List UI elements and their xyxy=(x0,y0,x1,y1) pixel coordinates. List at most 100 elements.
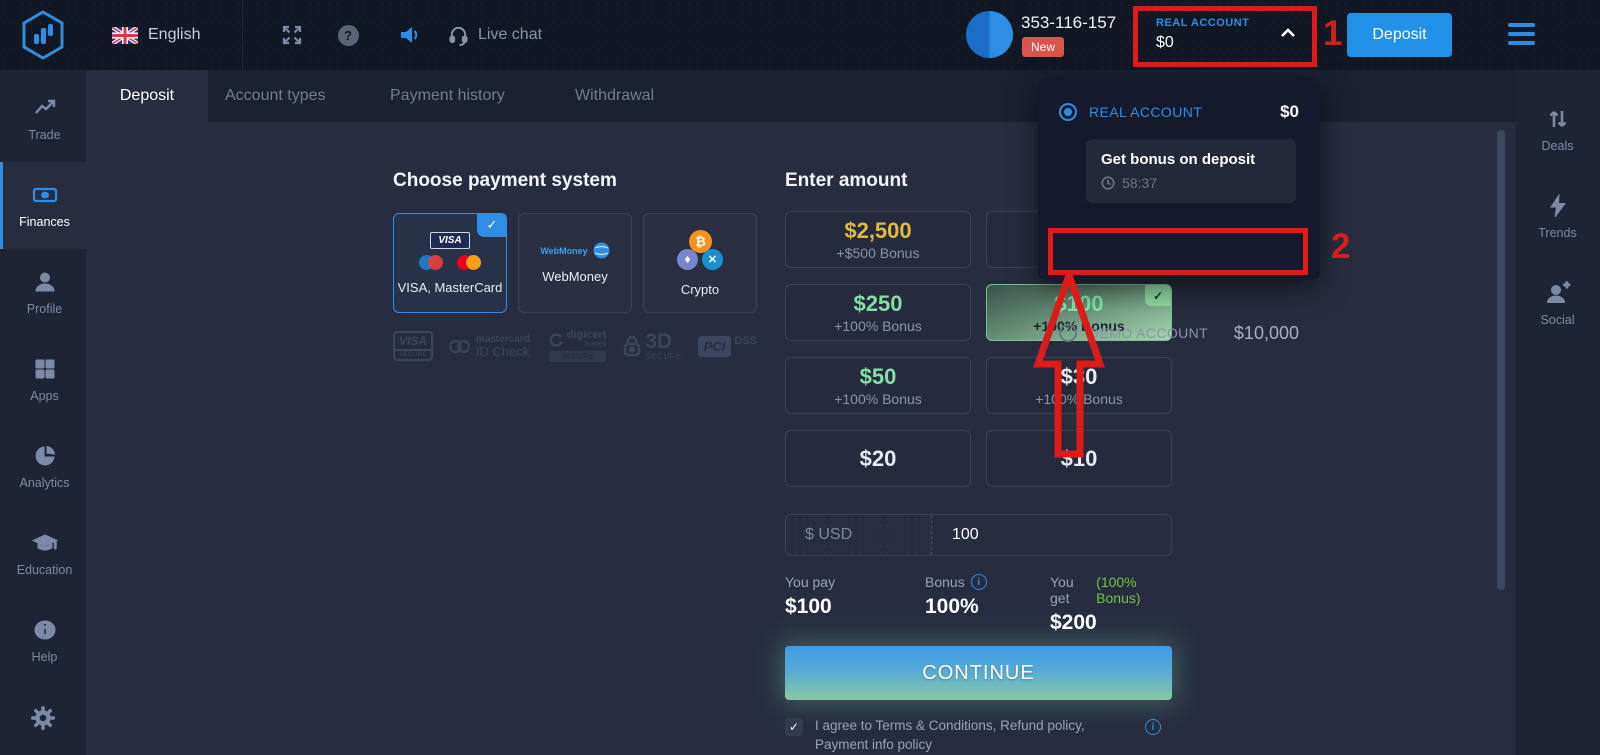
account-balance: $0 xyxy=(1156,34,1174,51)
3d-secure-badge: 3D SECURE xyxy=(622,331,681,361)
chevron-up-icon xyxy=(1281,28,1295,37)
you-get-label: You get xyxy=(1050,574,1074,606)
amount-option-30[interactable]: $30 +100% Bonus xyxy=(986,357,1172,414)
sidebar-item-trends[interactable]: Trends xyxy=(1515,173,1600,260)
apps-grid-icon xyxy=(35,359,54,378)
demo-account-option[interactable]: DEMO ACCOUNT $10,000 xyxy=(1038,316,1320,352)
sidebar-item-deals[interactable]: Deals xyxy=(1515,86,1600,173)
sidebar-item-label: Apps xyxy=(30,388,59,403)
sidebar-item-label: Help xyxy=(31,649,58,664)
amount-option-20[interactable]: $20 xyxy=(785,430,971,487)
tab-payment-history[interactable]: Payment history xyxy=(390,87,505,104)
live-chat-label: Live chat xyxy=(478,26,543,43)
terms-text[interactable]: I agree to Terms & Conditions, Refund po… xyxy=(815,718,1085,752)
add-user-icon xyxy=(1546,280,1570,303)
graduation-cap-icon xyxy=(31,533,58,550)
demo-account-label: DEMO ACCOUNT xyxy=(1089,325,1209,341)
real-account-option[interactable]: REAL ACCOUNT $0 xyxy=(1038,95,1320,131)
pci-dss-badge: PCI DSS xyxy=(697,335,757,357)
mastercard-idcheck-badge: mastercard. ID Check xyxy=(448,334,533,359)
avatar[interactable] xyxy=(966,11,1013,58)
payment-method-webmoney[interactable]: WebMoney WebMoney xyxy=(518,213,632,313)
payment-summary: You pay $100 Bonus i 100% You get (100% … xyxy=(785,574,1172,634)
deposit-button[interactable]: Deposit xyxy=(1347,13,1452,57)
sidebar-item-label: Social xyxy=(1540,312,1575,327)
visa-secure-badge: VISA SECURE xyxy=(393,331,433,361)
selected-check-icon: ✓ xyxy=(1145,285,1171,306)
trust-badges: VISA SECURE mastercard. ID Check digicert… xyxy=(393,330,757,362)
you-get-block: You get (100% Bonus) $200 xyxy=(1050,574,1172,635)
real-account-label: REAL ACCOUNT xyxy=(1089,104,1203,120)
sidebar-item-label: Analytics xyxy=(19,475,70,490)
payment-system-section: Choose payment system ✓ VISA VISA, Maste… xyxy=(393,170,757,362)
bonus-offer-box[interactable]: Get bonus on deposit 58:37 xyxy=(1086,139,1296,203)
padlock-icon xyxy=(624,335,641,357)
demo-account-amount: $10,000 xyxy=(1233,323,1299,343)
amount-option-2500[interactable]: $2,500 +$500 Bonus xyxy=(785,211,971,268)
currency-select[interactable]: $ USD xyxy=(786,515,932,555)
tab-withdrawal[interactable]: Withdrawal xyxy=(575,87,655,104)
terms-info-icon[interactable]: i xyxy=(1145,719,1161,735)
terms-checkbox[interactable]: ✓ xyxy=(785,718,803,736)
bonus-label: Bonus xyxy=(925,574,965,590)
tab-deposit[interactable]: Deposit xyxy=(86,70,208,122)
amount-option-250[interactable]: $250 +100% Bonus xyxy=(785,284,971,341)
sidebar-item-profile[interactable]: Profile xyxy=(0,249,86,336)
continue-button[interactable]: CONTINUE xyxy=(785,646,1172,700)
tab-account-types[interactable]: Account types xyxy=(225,87,326,104)
maestro-mastercard-logos xyxy=(419,254,481,270)
bonus-value: 100% xyxy=(925,595,979,618)
webmoney-globe-icon xyxy=(593,242,610,259)
sound-button[interactable] xyxy=(392,0,426,70)
fullscreen-icon xyxy=(282,25,302,45)
sidebar-item-analytics[interactable]: Analytics xyxy=(0,423,86,510)
right-sidebar: Deals Trends Social xyxy=(1515,70,1600,755)
payment-method-visa-mastercard[interactable]: ✓ VISA VISA, MasterCard xyxy=(393,213,507,313)
digicert-swirl-icon xyxy=(549,332,563,347)
real-account-amount: $0 xyxy=(1280,102,1299,121)
sidebar-item-label: Deals xyxy=(1541,138,1574,153)
sidebar-item-apps[interactable]: Apps xyxy=(0,336,86,423)
menu-button[interactable] xyxy=(1508,23,1535,45)
you-get-value: $200 xyxy=(1050,611,1097,634)
vertical-scrollbar[interactable] xyxy=(1497,130,1505,590)
language-selector[interactable]: English xyxy=(112,0,200,70)
bonus-offer-title: Get bonus on deposit xyxy=(1101,151,1256,168)
amount-option-50[interactable]: $50 +100% Bonus xyxy=(785,357,971,414)
selected-check-icon: ✓ xyxy=(477,213,507,237)
amount-option-10[interactable]: $10 xyxy=(986,430,1172,487)
trade-icon xyxy=(34,99,55,114)
fullscreen-button[interactable] xyxy=(272,0,312,70)
sidebar-item-trade[interactable]: Trade xyxy=(0,75,86,162)
sidebar-item-label: Trade xyxy=(28,127,61,142)
payment-method-label: Crypto xyxy=(680,281,720,297)
menu-icon xyxy=(1508,23,1535,27)
question-icon: ? xyxy=(337,24,359,46)
sidebar-item-label: Education xyxy=(16,562,73,577)
payment-method-crypto[interactable]: ₿ ♦ ✕ Crypto xyxy=(643,213,757,313)
language-label: English xyxy=(148,26,201,43)
sidebar-item-label: Trends xyxy=(1538,225,1577,240)
payment-methods: ✓ VISA VISA, MasterCard WebMoney xyxy=(393,213,757,313)
crypto-coins: ₿ ♦ ✕ xyxy=(671,229,729,272)
payment-method-label: VISA, MasterCard xyxy=(397,279,503,295)
payment-section-heading: Choose payment system xyxy=(393,170,617,191)
live-chat-button[interactable]: Live chat xyxy=(448,0,542,70)
bonus-info-icon[interactable]: i xyxy=(970,574,987,590)
bonus-block: Bonus i 100% xyxy=(925,574,987,619)
ethereum-icon: ♦ xyxy=(677,248,698,270)
bitcoin-icon: ₿ xyxy=(689,229,712,253)
amount-input[interactable] xyxy=(932,515,1171,555)
account-type-label: REAL ACCOUNT xyxy=(1156,17,1250,29)
sidebar-item-social[interactable]: Social xyxy=(1515,260,1600,347)
account-dropdown: REAL ACCOUNT $0 Get bonus on deposit 58:… xyxy=(1038,78,1320,343)
settings-button[interactable] xyxy=(0,688,86,748)
sidebar-item-finances[interactable]: Finances xyxy=(0,162,86,249)
help-tooltip-button[interactable]: ? xyxy=(333,0,363,70)
sidebar-item-education[interactable]: Education xyxy=(0,510,86,597)
account-switcher[interactable]: REAL ACCOUNT $0 xyxy=(1140,8,1310,64)
sidebar-item-help[interactable]: Help xyxy=(0,597,86,684)
gear-icon xyxy=(31,706,55,730)
app-logo[interactable] xyxy=(0,0,86,70)
left-sidebar: Trade Finances Profile Apps Analytics Ed… xyxy=(0,70,86,755)
